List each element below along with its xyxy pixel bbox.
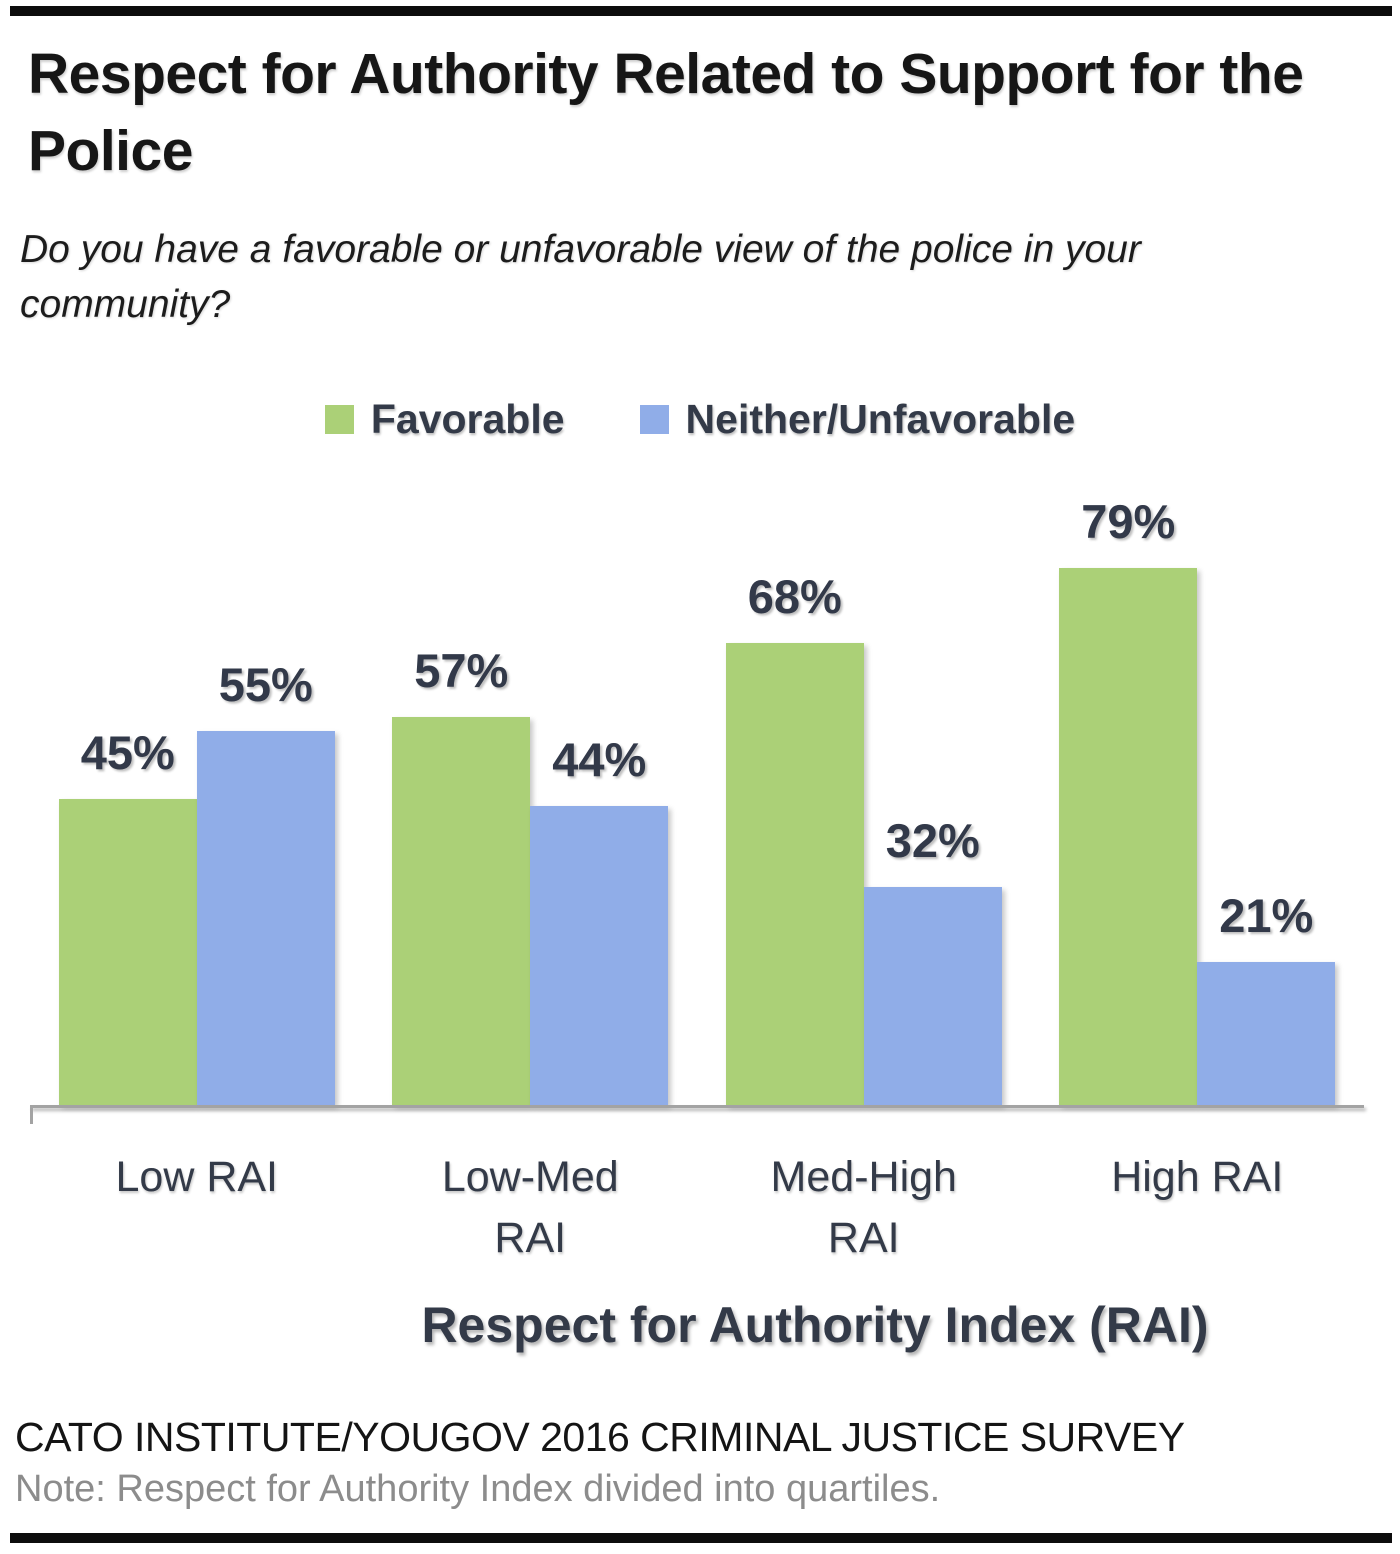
category-label-low-med-rai: Low-Med RAI bbox=[441, 1153, 619, 1263]
x-axis-title: Respect for Authority Index (RAI) bbox=[421, 1297, 1209, 1353]
bar-favorable-low-rai: 45% bbox=[58, 729, 197, 1105]
x-axis-category-labels: Low RAI Low-Med RAI Med-High RAI High RAI bbox=[30, 1147, 1364, 1269]
category-label-high-rai: High RAI bbox=[1111, 1153, 1284, 1201]
bottom-rule bbox=[10, 1533, 1392, 1543]
bar-neither-unfavorable-low-med-rai: 44% bbox=[530, 736, 669, 1105]
plot-area: 45% 55% 57% 44% 68% 32% 79% 21% bbox=[30, 425, 1364, 1105]
value-label-favorable-med-high-rai: 68% bbox=[747, 569, 842, 623]
x-axis-tick bbox=[30, 1105, 33, 1124]
bar-group-low-rai: 45% 55% bbox=[30, 425, 364, 1105]
note-line: Note: Respect for Authority Index divide… bbox=[15, 1468, 941, 1510]
bar-favorable-high-rai: 79% bbox=[1059, 498, 1198, 1105]
favorable-swatch-icon bbox=[324, 405, 354, 434]
unfavorable-swatch-icon bbox=[639, 405, 669, 434]
bar-favorable-med-high-rai: 68% bbox=[725, 573, 864, 1105]
survey-question-subtitle: Do you have a favorable or unfavorable v… bbox=[20, 228, 1141, 327]
value-label-favorable-low-rai: 45% bbox=[80, 726, 175, 779]
legend-label-unfavorable: Neither/Unfavorable bbox=[685, 396, 1076, 442]
legend-item-favorable: Favorable bbox=[324, 396, 565, 443]
bar-group-low-med-rai: 57% 44% bbox=[364, 425, 698, 1105]
bar-group-high-rai: 79% 21% bbox=[1031, 425, 1365, 1105]
bar-neither-unfavorable-high-rai: 21% bbox=[1197, 892, 1336, 1105]
chart-legend: Favorable Neither/Unfavorable bbox=[0, 396, 1400, 443]
top-rule bbox=[10, 6, 1392, 16]
category-label-low-rai: Low RAI bbox=[115, 1153, 278, 1201]
bar-neither-unfavorable-med-high-rai: 32% bbox=[863, 817, 1002, 1105]
bar-favorable-low-med-rai: 57% bbox=[392, 647, 531, 1105]
value-label-neither-unfavorable-low-rai: 55% bbox=[218, 658, 313, 711]
value-label-neither-unfavorable-low-med-rai: 44% bbox=[552, 732, 647, 786]
value-label-neither-unfavorable-med-high-rai: 32% bbox=[885, 814, 980, 868]
x-axis-line bbox=[30, 1105, 1364, 1108]
category-label-med-high-rai: Med-High RAI bbox=[770, 1153, 957, 1263]
source-line: CATO INSTITUTE/YOUGOV 2016 CRIMINAL JUST… bbox=[15, 1414, 1185, 1460]
legend-label-favorable: Favorable bbox=[370, 396, 565, 442]
legend-item-unfavorable: Neither/Unfavorable bbox=[639, 396, 1076, 443]
value-label-favorable-low-med-rai: 57% bbox=[414, 644, 509, 698]
page-title: Respect for Authority Related to Support… bbox=[28, 42, 1304, 183]
bar-neither-unfavorable-low-rai: 55% bbox=[196, 661, 335, 1105]
value-label-neither-unfavorable-high-rai: 21% bbox=[1219, 889, 1314, 943]
bar-group-med-high-rai: 68% 32% bbox=[697, 425, 1031, 1105]
value-label-favorable-high-rai: 79% bbox=[1081, 494, 1176, 548]
